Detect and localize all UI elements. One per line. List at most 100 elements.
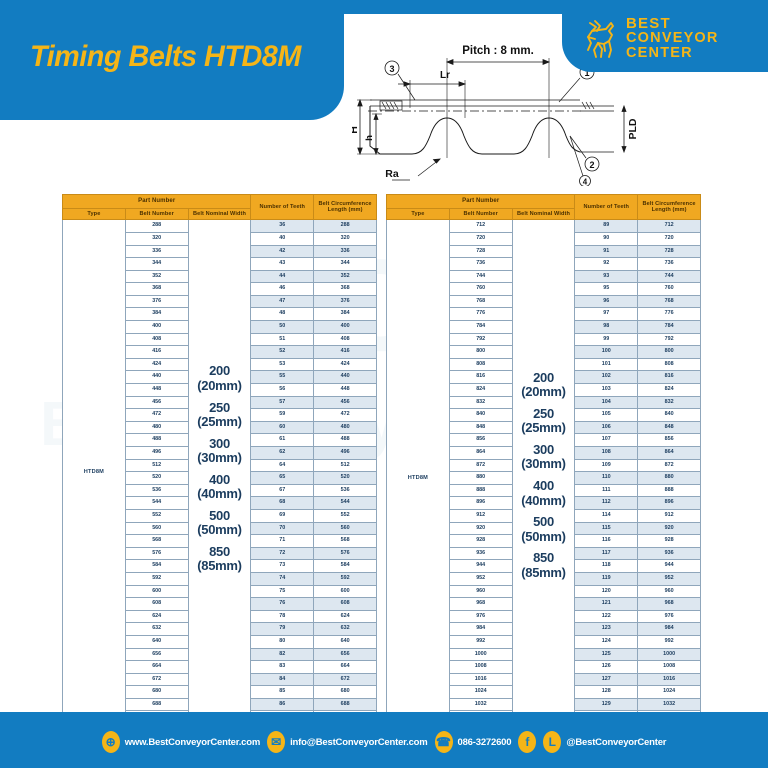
cell-belt-number: 344 (124, 257, 189, 271)
facebook-icon[interactable]: f (518, 731, 537, 753)
col-belt-number-right: Belt Number (448, 207, 513, 221)
cell-circumference: 592 (313, 571, 377, 586)
cell-number-of-teeth: 42 (250, 244, 315, 259)
cell-circumference: 912 (637, 508, 701, 523)
cell-circumference: 768 (637, 294, 701, 309)
cell-belt-number: 408 (124, 332, 189, 347)
table-row: 888 111 888 (387, 483, 701, 498)
table-row: 992 124 992 (387, 634, 701, 649)
cell-circumference: 424 (313, 357, 377, 372)
cell-number-of-teeth: 109 (574, 458, 639, 473)
cell-belt-number: 992 (448, 634, 513, 649)
cell-number-of-teeth: 103 (574, 383, 639, 397)
envelope-icon[interactable]: ✉ (267, 731, 286, 753)
col-number-of-teeth-left: Number of Teeth (250, 193, 315, 221)
cell-belt-number: 976 (448, 609, 513, 624)
cell-circumference: 1032 (637, 697, 701, 712)
cell-number-of-teeth: 102 (574, 370, 639, 385)
cell-circumference: 664 (313, 660, 377, 674)
spec-table-right-wrapper: Part Number Number of Teeth Belt Circumf… (385, 193, 701, 737)
width-option: 200 (20mm) (191, 364, 249, 393)
width-option-size: 300 (533, 441, 554, 457)
cell-belt-number: 560 (124, 521, 189, 536)
table-row: 936 117 936 (387, 546, 701, 561)
cell-belt-number: 744 (448, 269, 513, 284)
table-row: 824 103 824 (387, 383, 701, 397)
cell-circumference: 840 (637, 408, 701, 422)
cell-number-of-teeth: 106 (574, 420, 639, 435)
cell-number-of-teeth: 36 (250, 219, 315, 233)
spec-table-right: Part Number Number of Teeth Belt Circumf… (385, 193, 701, 737)
cell-belt-number: 1016 (448, 672, 513, 687)
cell-circumference: 880 (637, 471, 701, 485)
footer-item[interactable]: f (518, 731, 537, 753)
phone-icon[interactable]: ☎ (434, 731, 453, 753)
cell-circumference: 448 (313, 383, 377, 397)
cell-number-of-teeth: 57 (250, 395, 315, 410)
cell-number-of-teeth: 65 (250, 471, 315, 485)
cell-circumference: 800 (637, 345, 701, 359)
cell-number-of-teeth: 82 (250, 647, 315, 662)
cell-circumference: 472 (313, 408, 377, 422)
cell-belt-number: 640 (124, 634, 189, 649)
cell-number-of-teeth: 122 (574, 609, 639, 624)
cell-circumference: 568 (313, 534, 377, 548)
cell-belt-number: 816 (448, 370, 513, 385)
width-option-mm: (25mm) (521, 420, 566, 436)
spec-table-left-wrapper: Part Number Number of Teeth Belt Circumf… (61, 193, 377, 725)
cell-circumference: 744 (637, 269, 701, 284)
cell-number-of-teeth: 78 (250, 609, 315, 624)
cell-circumference: 672 (313, 672, 377, 687)
footer-item[interactable]: ⊕ www.BestConveyorCenter.com (101, 731, 260, 753)
cell-number-of-teeth: 105 (574, 408, 639, 422)
line-icon[interactable]: L (543, 731, 562, 753)
cell-number-of-teeth: 73 (250, 559, 315, 573)
cell-circumference: 808 (637, 357, 701, 372)
cell-belt-number: 944 (448, 559, 513, 573)
table-row: 600 75 600 (63, 584, 377, 599)
width-option-size: 250 (209, 399, 230, 415)
table-row: 832 104 832 (387, 395, 701, 410)
diagram-ra-label: Ra (385, 168, 399, 180)
table-row: 760 95 760 (387, 282, 701, 296)
table-row: 656 82 656 (63, 647, 377, 662)
cell-belt-number: 472 (124, 408, 189, 422)
cell-number-of-teeth: 99 (574, 332, 639, 347)
globe-icon[interactable]: ⊕ (101, 731, 120, 753)
table-header-left: Part Number Number of Teeth Belt Circumf… (61, 193, 377, 221)
footer-item[interactable]: L @BestConveyorCenter (543, 731, 666, 753)
cell-belt-number: 384 (124, 307, 189, 322)
cell-number-of-teeth: 74 (250, 571, 315, 586)
cell-belt-number: 720 (448, 231, 513, 246)
cell-circumference: 440 (313, 370, 377, 385)
cell-belt-number: 824 (448, 383, 513, 397)
cell-number-of-teeth: 128 (574, 685, 639, 699)
cell-circumference: 552 (313, 508, 377, 523)
cell-belt-number: 680 (124, 685, 189, 699)
table-row: 920 115 920 (387, 521, 701, 536)
table-row: 680 85 680 (63, 685, 377, 699)
diagram-pld-label: PLD (627, 118, 639, 139)
cell-belt-number: 584 (124, 559, 189, 573)
cell-belt-number: 448 (124, 383, 189, 397)
cell-belt-number: 1008 (448, 660, 513, 674)
cell-circumference: 728 (637, 244, 701, 259)
col-circumference-left: Belt Circumference Length (mm) (313, 193, 377, 221)
cell-circumference: 512 (313, 458, 377, 473)
cell-number-of-teeth: 67 (250, 483, 315, 498)
footer-item-label: @BestConveyorCenter (566, 736, 667, 748)
footer-item[interactable]: ☎ 086-3272600 (434, 731, 512, 753)
cell-circumference: 408 (313, 332, 377, 347)
diagram-callout-1: 1 (584, 68, 589, 78)
belt-cross-section-diagram: Pitch : 8 mm. Lr PLD H h Ra 3 1 2 4 (352, 45, 639, 186)
cell-number-of-teeth: 48 (250, 307, 315, 322)
cell-number-of-teeth: 69 (250, 508, 315, 523)
cell-number-of-teeth: 115 (574, 521, 639, 536)
cell-circumference: 776 (637, 307, 701, 322)
cell-number-of-teeth: 108 (574, 446, 639, 460)
table-row: 784 98 784 (387, 320, 701, 334)
cell-circumference: 968 (637, 597, 701, 611)
cell-number-of-teeth: 59 (250, 408, 315, 422)
cell-circumference: 368 (313, 282, 377, 296)
footer-item[interactable]: ✉ info@BestConveyorCenter.com (267, 731, 428, 753)
